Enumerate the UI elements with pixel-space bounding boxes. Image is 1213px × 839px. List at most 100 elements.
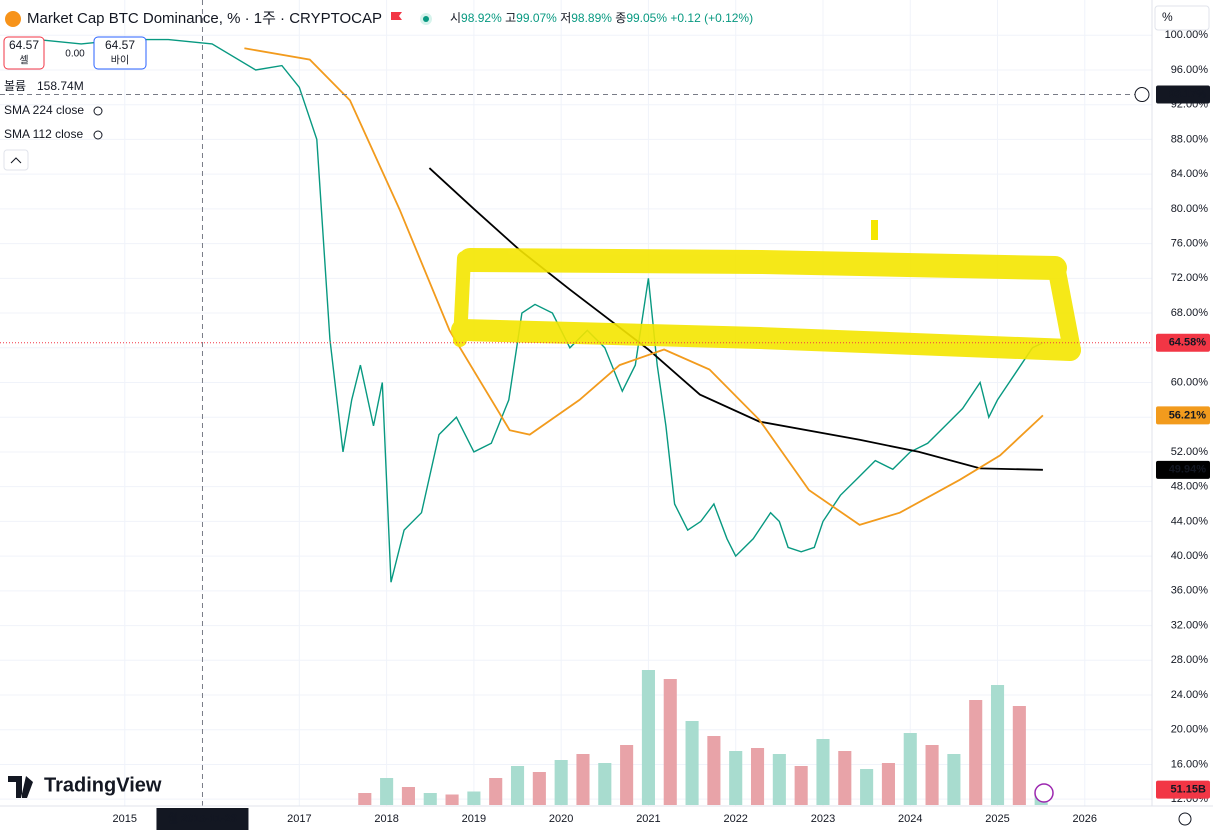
- low-label: 저: [560, 11, 571, 25]
- volume-bar: [510, 766, 525, 805]
- flag-icon[interactable]: [391, 12, 402, 20]
- time-axis-labels: 2015 2017 2018 2019 2020 2021 2022 2023 2024 2025…: [113, 808, 1097, 830]
- spread: 0.00: [65, 49, 85, 60]
- legend-hide-icon[interactable]: [93, 106, 103, 116]
- x-tick-label: 2020: [549, 813, 573, 825]
- crosshair-y-label: 93.17%: [1169, 88, 1207, 100]
- y-tick-label: 36.00%: [1171, 585, 1209, 597]
- last-value-badge: [1156, 460, 1210, 479]
- crosshair-plus[interactable]: [1134, 87, 1150, 103]
- y-tick-label: 40.00%: [1171, 550, 1209, 562]
- volume-bar: [554, 760, 568, 805]
- y-tick-label: 16.00%: [1171, 758, 1209, 770]
- highlight-bottom: [451, 319, 1081, 361]
- volume-bar: [881, 763, 895, 805]
- status-dot: [423, 16, 429, 22]
- volume-bar: [772, 754, 786, 805]
- volume-value: 158.74M: [37, 79, 84, 93]
- volume-bar: [641, 670, 655, 805]
- buy-price: 64.57: [105, 38, 135, 52]
- y-tick-label: 24.00%: [1171, 689, 1209, 701]
- close-value: 99.05%: [626, 11, 667, 25]
- x-tick-label: 2018: [374, 813, 398, 825]
- y-tick-label: 20.00%: [1171, 724, 1209, 736]
- legend: SMA 224 close SMA 112 close: [4, 103, 103, 141]
- legend-entry: SMA 224 close: [4, 103, 84, 117]
- volume-bar: [489, 778, 503, 805]
- ohlc: 시98.92% 고99.07% 저98.89% 종99.05% +0.12 (+…: [450, 11, 753, 25]
- last-value-badge: [1156, 780, 1210, 799]
- volume-bar: [903, 733, 917, 805]
- volume-bar: [729, 751, 743, 805]
- high-value: 99.07%: [516, 11, 557, 25]
- sell-price: 64.57: [9, 38, 39, 52]
- last-value-label: 51.15B: [1171, 784, 1207, 796]
- volume-bar: [423, 793, 437, 805]
- x-tick-label: 2022: [723, 813, 747, 825]
- x-tick-label: 2026: [1073, 813, 1097, 825]
- sell-button[interactable]: [3, 36, 45, 70]
- x-tick-label: 2024: [898, 813, 922, 825]
- last-value-label: 64.58%: [1169, 337, 1207, 349]
- sma-line: [428, 167, 1043, 471]
- x-tick-label: 2017: [287, 813, 311, 825]
- volume-bar: [947, 754, 961, 805]
- y-tick-label: 76.00%: [1171, 238, 1209, 250]
- close-label: 종: [615, 11, 626, 25]
- crosshair-x-label: 월 2015-11-23: [168, 811, 237, 825]
- unit-box[interactable]: [1154, 5, 1210, 31]
- y-tick-label: 44.00%: [1171, 515, 1209, 527]
- volume-bar: [1012, 706, 1026, 805]
- volume-bar: [707, 736, 721, 805]
- last-value-badge: [1156, 406, 1210, 425]
- highlight-annotation: [451, 248, 1081, 361]
- y-tick-label: 52.00%: [1171, 446, 1209, 458]
- collapse-button[interactable]: [3, 149, 29, 171]
- highlight-right: [1047, 257, 1081, 359]
- volume-bar: [969, 700, 983, 805]
- volume-bar: [620, 745, 634, 805]
- y-tick-label: 96.00%: [1171, 64, 1209, 76]
- highlight-top: [458, 248, 1067, 280]
- volume-bar: [925, 745, 939, 805]
- volume-bar: [401, 787, 415, 805]
- volume-bar: [380, 778, 394, 805]
- btc-icon: [5, 11, 21, 27]
- low-value: 98.89%: [571, 11, 612, 25]
- legend-hide-icon[interactable]: [93, 130, 103, 140]
- y-tick-label: 60.00%: [1171, 376, 1209, 388]
- y-tick-label: 48.00%: [1171, 481, 1209, 493]
- price-axis-labels: 12.00%16.00%20.00%24.00%28.00%32.00%36.0…: [1134, 29, 1210, 805]
- buy-button[interactable]: [93, 36, 147, 70]
- symbol-title: Market Cap BTC Dominance, % · 1주 · CRYPT…: [27, 10, 382, 27]
- volume-bar: [816, 739, 830, 805]
- highlight-left: [453, 251, 471, 347]
- x-tick-label: 2025: [985, 813, 1009, 825]
- brand: TradingView: [44, 774, 162, 796]
- legend-entry: SMA 112 close: [4, 127, 83, 141]
- volume-bar: [990, 685, 1005, 805]
- y-tick-label: 68.00%: [1171, 307, 1209, 319]
- last-value-label: 49.94%: [1169, 464, 1207, 476]
- volume-bar: [685, 721, 699, 805]
- overlay: [0, 0, 1152, 806]
- settings-icon[interactable]: [1178, 812, 1192, 826]
- x-tick-label: 2021: [636, 813, 660, 825]
- volume-bar: [576, 754, 590, 805]
- highlight-mark: [871, 220, 878, 240]
- collapse-icon: [10, 157, 22, 164]
- x-tick-label: 2023: [811, 813, 835, 825]
- volume-bar: [794, 766, 808, 805]
- plot: [37, 38, 1048, 805]
- last-value-badge: [1156, 333, 1210, 352]
- y-tick-label: 28.00%: [1171, 654, 1209, 666]
- y-tick-label: 72.00%: [1171, 272, 1209, 284]
- y-tick-label: 100.00%: [1165, 29, 1209, 41]
- volume-bar: [750, 748, 765, 805]
- alert-icon[interactable]: [1034, 783, 1054, 803]
- y-tick-label: 84.00%: [1171, 168, 1209, 180]
- y-tick-label: 32.00%: [1171, 619, 1209, 631]
- buy-label: 바이: [111, 55, 129, 67]
